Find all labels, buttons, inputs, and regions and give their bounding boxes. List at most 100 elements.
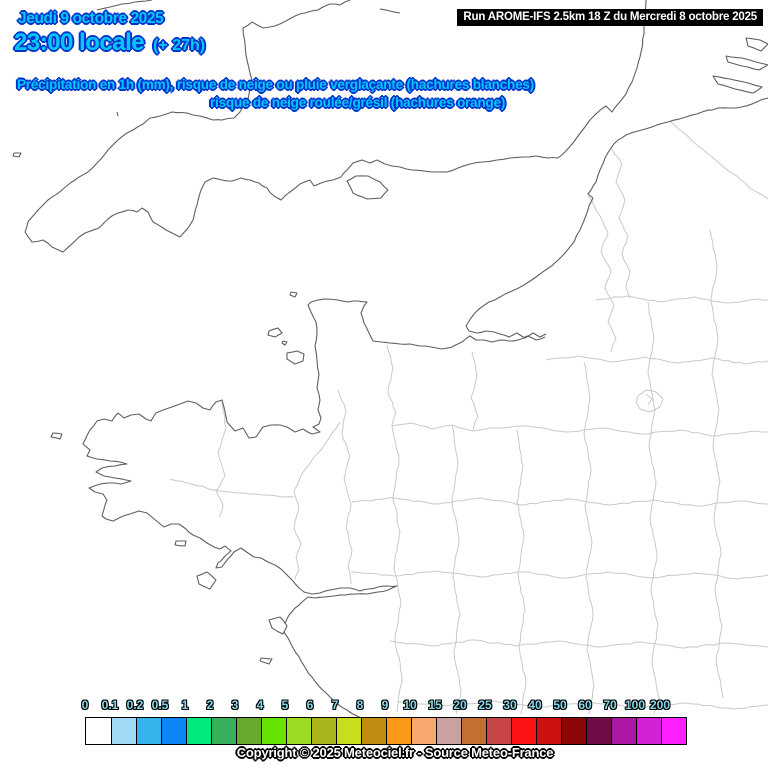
legend-label: 0.5 xyxy=(151,698,169,712)
department-boundary xyxy=(647,301,660,715)
legend-cell xyxy=(386,718,411,744)
legend-label: 25 xyxy=(478,698,492,712)
department-boundary xyxy=(391,425,403,713)
forecast-offset-label: (+ 27h) xyxy=(153,37,206,54)
model-run-banner: Run AROME-IFS 2.5km 18 Z du Mercredi 8 o… xyxy=(457,9,763,26)
legend-label: 7 xyxy=(331,698,339,712)
legend-cell xyxy=(661,718,686,744)
copyright-label: Copyright © 2025 Meteociel.fr - Source M… xyxy=(236,745,554,760)
department-boundary xyxy=(451,424,462,715)
belle-ile-island xyxy=(196,571,217,590)
delta-island xyxy=(712,75,763,94)
legend-cell xyxy=(286,718,311,744)
department-boundary xyxy=(386,344,397,427)
legend-label: 0.1 xyxy=(101,698,119,712)
legend-cell xyxy=(586,718,611,744)
delta-island xyxy=(745,37,768,52)
legend-cell xyxy=(561,718,586,744)
sark-island xyxy=(281,340,288,346)
department-boundary xyxy=(545,355,768,365)
france-west-coastline xyxy=(82,298,546,727)
legend-cell xyxy=(311,718,336,744)
department-boundary xyxy=(470,351,479,431)
legend-label: 15 xyxy=(428,698,442,712)
department-boundary xyxy=(337,389,353,585)
ouessant-island xyxy=(50,432,63,440)
legend-label: 1 xyxy=(181,698,189,712)
department-boundary xyxy=(516,429,527,715)
legend-cell xyxy=(636,718,661,744)
department-boundary xyxy=(215,399,227,518)
legend-label: 50 xyxy=(553,698,567,712)
legend-description-line2: risque de neige roulée/grésil (hachures … xyxy=(210,95,506,110)
paris-region-boundary xyxy=(645,393,653,406)
legend-cell xyxy=(161,718,186,744)
department-boundary xyxy=(583,361,595,715)
legend-description-line1: Précipitation en 1h (mm), risque de neig… xyxy=(17,77,534,92)
severn-bank-coastline xyxy=(379,8,401,14)
department-boundary xyxy=(293,488,302,580)
date-label: Jeudi 9 octobre 2025 xyxy=(18,10,164,27)
legend-cell xyxy=(86,718,111,744)
legend-cell xyxy=(211,718,236,744)
legend-label: 0.2 xyxy=(126,698,144,712)
wales-coastline xyxy=(96,0,153,11)
noirmoutier-island xyxy=(268,616,288,635)
legend-labels: 0 0.1 0.2 0.5 1 2 3 4 5 6 7 8 9 10 15 20 25 30 40 50 60 70 100… xyxy=(81,698,687,714)
guernsey-island xyxy=(267,327,283,338)
legend-cell xyxy=(261,718,286,744)
legend-label: 70 xyxy=(603,698,617,712)
legend-label: 8 xyxy=(356,698,364,712)
legend-label: 3 xyxy=(231,698,239,712)
department-boundary xyxy=(351,497,768,507)
legend-cell xyxy=(111,718,136,744)
legend-label: 10 xyxy=(403,698,417,712)
england-coastline xyxy=(24,0,647,253)
department-boundary xyxy=(391,422,491,432)
department-boundary xyxy=(610,147,631,299)
legend-cell xyxy=(411,718,436,744)
legend-label: 200 xyxy=(649,698,671,712)
legend-cell xyxy=(511,718,536,744)
channel-north-coastline xyxy=(465,97,768,339)
department-boundary xyxy=(490,425,768,437)
department-boundary xyxy=(389,639,768,649)
precipitation-legend: 0 0.1 0.2 0.5 1 2 3 4 5 6 7 8 9 10 15 20 25 30 40 50 60 70 100… xyxy=(81,698,687,745)
legend-cell xyxy=(536,718,561,744)
legend-cell xyxy=(336,718,361,744)
legend-label: 60 xyxy=(578,698,592,712)
legend-label: 40 xyxy=(528,698,542,712)
legend-label: 5 xyxy=(281,698,289,712)
legend-cell xyxy=(611,718,636,744)
legend-cell xyxy=(486,718,511,744)
legend-cell xyxy=(461,718,486,744)
department-boundary xyxy=(669,120,768,200)
legend-cell xyxy=(136,718,161,744)
department-boundary xyxy=(294,421,341,490)
groix-island xyxy=(174,540,187,547)
department-boundary xyxy=(709,229,724,699)
legend-cell xyxy=(236,718,261,744)
department-boundary xyxy=(397,700,768,710)
isle-of-wight xyxy=(346,175,389,200)
scilly-isles xyxy=(12,152,22,158)
department-boundary xyxy=(213,489,295,498)
legend-label: 30 xyxy=(503,698,517,712)
time-row: 23:00 locale (+ 27h) xyxy=(14,29,205,57)
paris-region-boundary xyxy=(635,389,664,413)
jersey-island xyxy=(286,350,305,365)
alderney-island xyxy=(289,291,298,298)
legend-label: 100 xyxy=(624,698,646,712)
ile-dyeu-island xyxy=(259,657,273,665)
legend-label: 20 xyxy=(453,698,467,712)
legend-label: 0 xyxy=(81,698,89,712)
legend-label: 6 xyxy=(306,698,314,712)
department-boundary xyxy=(595,295,768,304)
legend-label: 2 xyxy=(206,698,214,712)
department-boundary xyxy=(169,478,215,491)
legend-label: 4 xyxy=(256,698,264,712)
legend-label: 9 xyxy=(381,698,389,712)
department-boundary xyxy=(587,195,617,353)
